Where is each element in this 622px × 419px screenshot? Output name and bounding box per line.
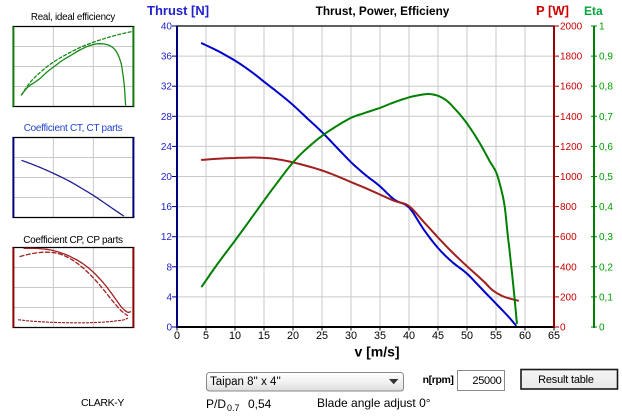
svg-text:50: 50 [461,330,473,342]
svg-text:36: 36 [161,52,173,63]
svg-text:30: 30 [345,330,357,342]
svg-text:0,3: 0,3 [599,232,613,243]
svg-text:0,7: 0,7 [599,112,613,123]
svg-text:P [W]: P [W] [536,3,569,18]
svg-text:28: 28 [161,112,173,123]
svg-text:P/D: P/D [206,397,226,411]
svg-text:55: 55 [490,330,502,342]
svg-text:Coefficient CT, CT parts: Coefficient CT, CT parts [24,123,123,134]
svg-text:2000: 2000 [560,22,583,33]
svg-text:16: 16 [161,202,173,213]
svg-text:Coefficient CP, CP parts: Coefficient CP, CP parts [23,235,123,246]
svg-text:8: 8 [166,262,172,273]
svg-text:800: 800 [560,202,577,213]
svg-text:Thrust, Power, Efficieny: Thrust, Power, Efficieny [316,4,450,18]
svg-text:20: 20 [287,330,299,342]
svg-text:1: 1 [599,22,605,33]
svg-text:12: 12 [161,232,173,243]
svg-text:0,5: 0,5 [599,172,613,183]
svg-text:45: 45 [432,330,444,342]
svg-text:10: 10 [229,330,241,342]
svg-text:0.7: 0.7 [227,403,240,413]
svg-text:1600: 1600 [560,82,583,93]
svg-text:0,1: 0,1 [599,292,613,303]
svg-text:Thrust [N]: Thrust [N] [147,3,209,18]
svg-text:Taipan 8'' x 4'': Taipan 8'' x 4'' [210,376,281,388]
svg-text:40: 40 [161,22,173,33]
svg-text:25000: 25000 [472,375,501,387]
svg-text:4: 4 [166,292,172,303]
svg-text:Result table: Result table [538,374,594,386]
svg-text:1800: 1800 [560,52,583,63]
svg-text:0,6: 0,6 [599,142,613,153]
svg-text:65: 65 [548,330,560,342]
svg-text:0,8: 0,8 [599,82,613,93]
svg-text:60: 60 [519,330,531,342]
svg-text:32: 32 [161,82,173,93]
svg-text:0,9: 0,9 [599,52,613,63]
svg-text:1000: 1000 [560,172,583,183]
svg-text:5: 5 [203,330,209,342]
svg-text:Eta: Eta [584,4,603,18]
svg-text:1400: 1400 [560,112,583,123]
svg-text:0: 0 [174,330,180,342]
svg-text:0,2: 0,2 [599,262,613,273]
svg-text:n[rpm]: n[rpm] [423,374,454,386]
svg-text:0,4: 0,4 [599,202,613,213]
svg-text:0,54: 0,54 [248,397,272,411]
svg-text:24: 24 [161,142,173,153]
svg-text:200: 200 [560,292,577,303]
svg-text:35: 35 [374,330,386,342]
svg-text:40: 40 [403,330,415,342]
svg-text:v [m/s]: v [m/s] [354,344,399,360]
svg-text:0: 0 [166,323,172,334]
svg-text:25: 25 [316,330,328,342]
svg-text:Blade angle adjust 0°: Blade angle adjust 0° [317,396,431,410]
svg-text:Real, ideal efficiency: Real, ideal efficiency [31,12,116,23]
svg-text:0: 0 [599,323,605,334]
svg-text:1200: 1200 [560,142,583,153]
svg-text:600: 600 [560,232,577,243]
svg-text:20: 20 [161,172,173,183]
svg-text:0: 0 [560,323,566,334]
svg-text:CLARK-Y: CLARK-Y [81,397,124,409]
svg-text:15: 15 [258,330,270,342]
svg-text:400: 400 [560,262,577,273]
